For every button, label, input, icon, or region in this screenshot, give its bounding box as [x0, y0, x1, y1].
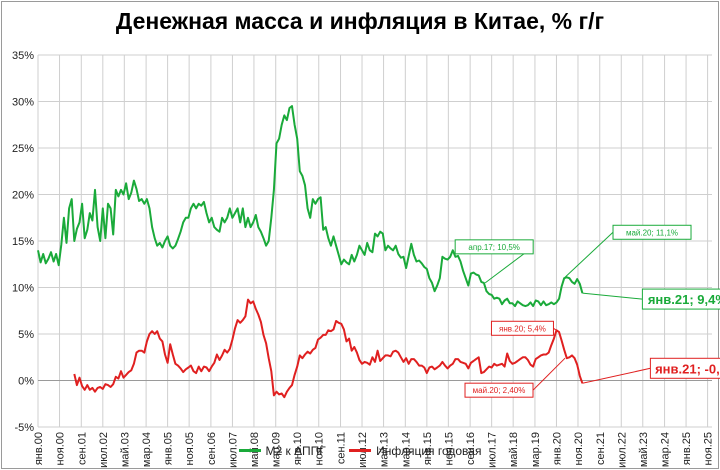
x-tick-label: янв.25: [681, 432, 693, 465]
x-tick-label: мар.04: [141, 432, 153, 467]
annotation-box: [464, 382, 534, 398]
y-tick-label: 15%: [12, 236, 34, 248]
y-tick-label: 20%: [12, 190, 34, 202]
x-tick-label: июл.07: [227, 432, 239, 468]
x-tick-label: янв.00: [33, 432, 45, 465]
y-tick-label: 35%: [12, 50, 34, 62]
annotation-label: янв.20; 5,4%: [499, 324, 546, 333]
legend-label-inflation: Инфляция годовая: [376, 443, 482, 458]
x-tick-label: сен.21: [595, 432, 607, 465]
annotation-leader: [582, 292, 643, 300]
annotation-box: [490, 320, 554, 336]
legend-swatch-m2: [238, 449, 261, 452]
annotation-label: янв.21; -0,30%: [655, 361, 720, 376]
annotation-box: [612, 224, 692, 240]
annotation-label: янв.21; 9,4%: [648, 292, 720, 307]
x-tick-label: ноя.20: [573, 432, 585, 465]
chart-legend: М2 к АППГ Инфляция годовая: [0, 441, 720, 458]
x-tick-label: мар.09: [271, 432, 283, 467]
x-tick-label: июл.17: [487, 432, 499, 468]
x-tick-label: янв.20: [551, 432, 563, 465]
x-tick-label: янв.15: [422, 432, 434, 465]
y-tick-label: -5%: [14, 422, 34, 434]
y-tick-label: 30%: [12, 97, 34, 109]
x-tick-label: сен.01: [76, 432, 88, 465]
x-tick-label: май.13: [379, 432, 391, 467]
annotation-leader: [532, 357, 566, 391]
x-tick-label: сен.06: [206, 432, 218, 465]
x-tick-label: янв.10: [292, 432, 304, 465]
x-tick-label: мар.14: [400, 432, 412, 467]
annotation-box: [649, 357, 720, 379]
series-line-inflation: [73, 298, 584, 399]
annotation-box: [641, 288, 720, 310]
x-tick-label: июл.02: [98, 432, 110, 468]
annotation-box: [454, 239, 534, 255]
x-tick-label: сен.16: [465, 432, 477, 465]
annotation-label: апр.17; 10,5%: [468, 243, 519, 252]
y-tick-label: 25%: [12, 143, 34, 155]
x-tick-label: ноя.25: [703, 432, 715, 465]
y-tick-label: 5%: [18, 329, 34, 341]
x-tick-label: янв.05: [163, 432, 175, 465]
x-tick-label: ноя.00: [55, 432, 67, 465]
legend-swatch-inflation: [349, 449, 372, 452]
annotation-leader: [582, 367, 651, 384]
legend-item-m2: М2 к АППГ: [238, 443, 326, 458]
x-tick-label: ноя.05: [184, 432, 196, 465]
x-tick-label: май.23: [638, 432, 650, 467]
x-tick-label: май.03: [119, 432, 131, 467]
x-tick-label: сен.11: [336, 432, 348, 464]
chart-title: Денежная масса и инфляция в Китае, % г/г: [115, 8, 605, 34]
y-tick-label: 10%: [12, 283, 34, 295]
x-tick-label: май.18: [508, 432, 520, 467]
legend-label-m2: М2 к АППГ: [265, 443, 326, 458]
y-tick-label: 0%: [18, 376, 34, 388]
annotation-label: май.20; 11,1%: [626, 228, 678, 237]
legend-item-inflation: Инфляция годовая: [349, 444, 481, 458]
x-tick-label: ноя.15: [443, 432, 455, 465]
x-tick-label: ноя.10: [314, 432, 326, 465]
x-tick-label: мар.19: [530, 432, 542, 467]
annotation-label: май.20; 2,40%: [473, 386, 526, 395]
series-line-m2: [37, 105, 584, 308]
x-tick-label: июл.22: [616, 432, 628, 468]
x-tick-label: мар.24: [660, 432, 672, 467]
annotation-leader: [564, 231, 614, 278]
